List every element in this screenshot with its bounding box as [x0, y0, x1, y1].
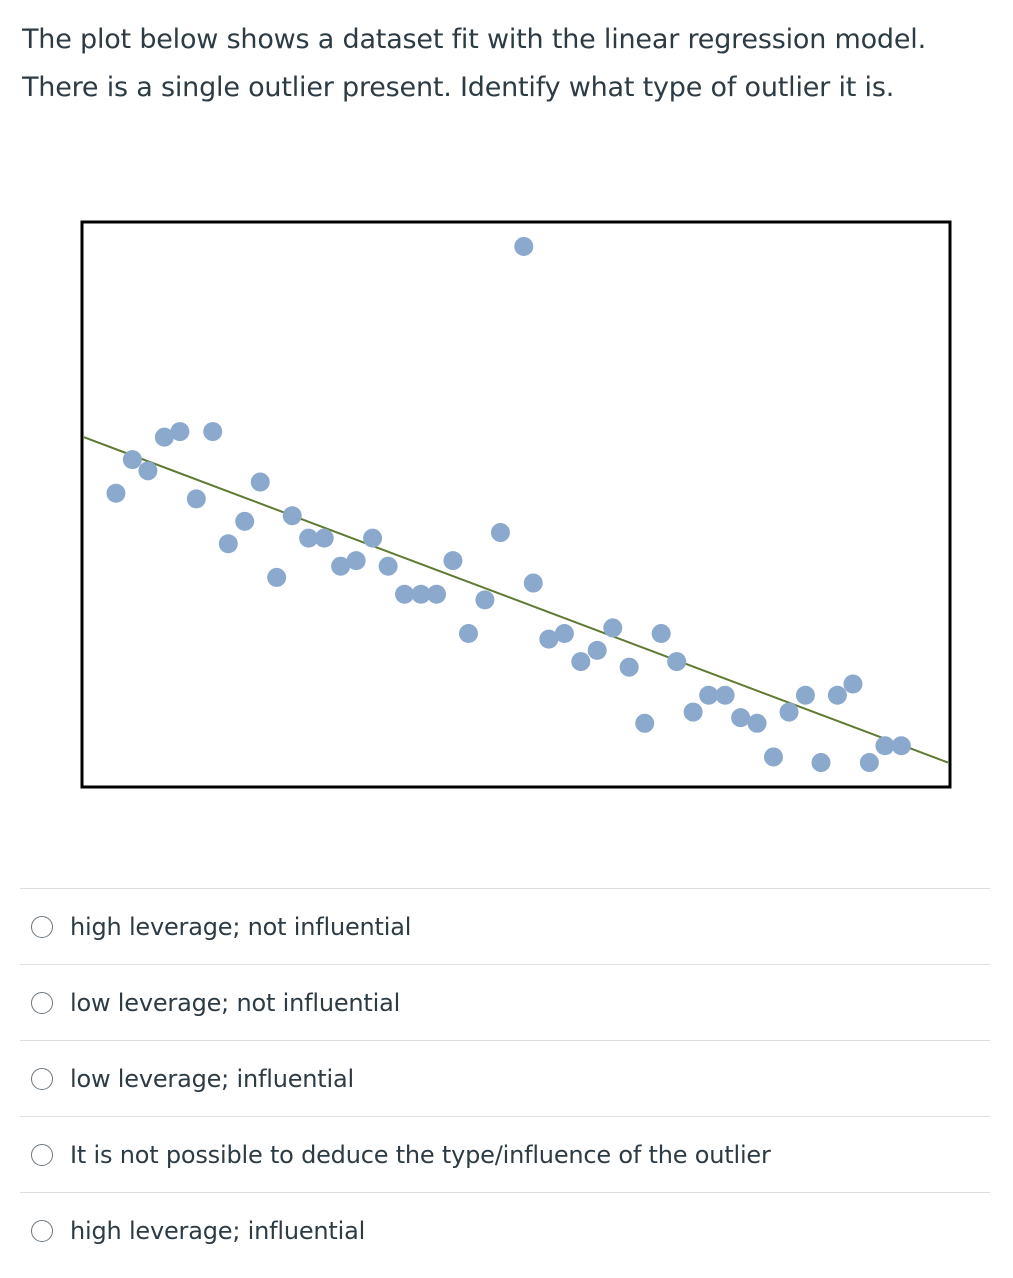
data-point-46 — [827, 685, 847, 705]
answer-option-3[interactable]: low leverage; influential — [20, 1040, 990, 1116]
data-point-21 — [427, 584, 447, 604]
data-point-15 — [331, 556, 351, 576]
regression-layer — [83, 436, 949, 764]
data-point-16 — [346, 551, 366, 571]
data-point-28 — [539, 629, 559, 649]
radio-button[interactable] — [31, 991, 53, 1014]
data-point-4 — [154, 427, 174, 447]
data-point-32 — [603, 618, 623, 638]
data-point-39 — [715, 685, 735, 705]
data-point-11 — [267, 567, 287, 587]
data-point-1 — [106, 483, 126, 503]
data-point-22 — [443, 551, 463, 571]
data-point-45 — [811, 753, 831, 773]
data-point-37 — [683, 702, 703, 722]
data-point-42 — [763, 747, 783, 767]
radio-button[interactable] — [31, 1219, 53, 1242]
data-point-8 — [218, 534, 238, 554]
data-point-36 — [667, 652, 687, 672]
answer-label: high leverage; not influential — [70, 912, 412, 941]
data-point-17 — [363, 528, 383, 548]
data-point-3 — [138, 461, 158, 481]
data-point-33 — [619, 657, 639, 677]
data-point-47 — [843, 674, 863, 694]
scatter-plot-svg — [80, 220, 952, 789]
question-line-1: The plot below shows a dataset fit with … — [22, 24, 926, 55]
data-point-43 — [779, 702, 799, 722]
data-point-9 — [235, 511, 255, 531]
data-point-23 — [458, 624, 478, 644]
data-point-7 — [203, 422, 223, 442]
data-point-24 — [475, 590, 495, 610]
radio-button[interactable] — [31, 1067, 53, 1090]
data-point-35 — [651, 624, 671, 644]
answer-label: high leverage; influential — [70, 1216, 366, 1245]
data-point-26 — [514, 236, 534, 256]
data-point-30 — [571, 652, 591, 672]
answer-label: low leverage; influential — [70, 1064, 354, 1093]
answer-option-4[interactable]: It is not possible to deduce the type/in… — [20, 1116, 990, 1192]
plot-frame — [80, 220, 952, 789]
data-point-38 — [699, 685, 719, 705]
data-point-31 — [587, 640, 607, 660]
scatter-plot — [80, 220, 952, 789]
regression-line — [83, 436, 949, 764]
data-point-25 — [490, 523, 510, 543]
radio-button[interactable] — [31, 1143, 53, 1166]
answer-option-2[interactable]: low leverage; not influential — [20, 964, 990, 1040]
data-point-13 — [299, 528, 319, 548]
data-point-10 — [250, 472, 270, 492]
data-point-27 — [523, 573, 543, 593]
question-text: The plot below shows a dataset fit with … — [22, 16, 997, 112]
answer-label: It is not possible to deduce the type/in… — [70, 1140, 771, 1169]
data-point-20 — [411, 584, 431, 604]
data-point-41 — [747, 713, 767, 733]
data-point-18 — [378, 556, 398, 576]
data-point-34 — [635, 713, 655, 733]
radio-button[interactable] — [31, 915, 53, 938]
data-point-12 — [282, 506, 302, 526]
data-point-49 — [875, 736, 895, 756]
data-point-6 — [186, 489, 206, 509]
data-point-40 — [731, 708, 751, 728]
answer-option-1[interactable]: high leverage; not influential — [20, 888, 990, 964]
data-point-14 — [314, 528, 334, 548]
data-point-2 — [122, 450, 142, 470]
answer-list: high leverage; not influential low lever… — [20, 888, 990, 1268]
data-point-5 — [170, 422, 190, 442]
question-line-2: There is a single outlier present. Ident… — [22, 72, 895, 103]
answer-label: low leverage; not influential — [70, 988, 401, 1017]
data-point-29 — [554, 624, 574, 644]
data-point-48 — [859, 753, 879, 773]
data-point-44 — [795, 685, 815, 705]
points-layer — [106, 236, 911, 773]
data-point-19 — [395, 584, 415, 604]
answer-option-5[interactable]: high leverage; influential — [20, 1192, 990, 1268]
data-point-50 — [891, 736, 911, 756]
